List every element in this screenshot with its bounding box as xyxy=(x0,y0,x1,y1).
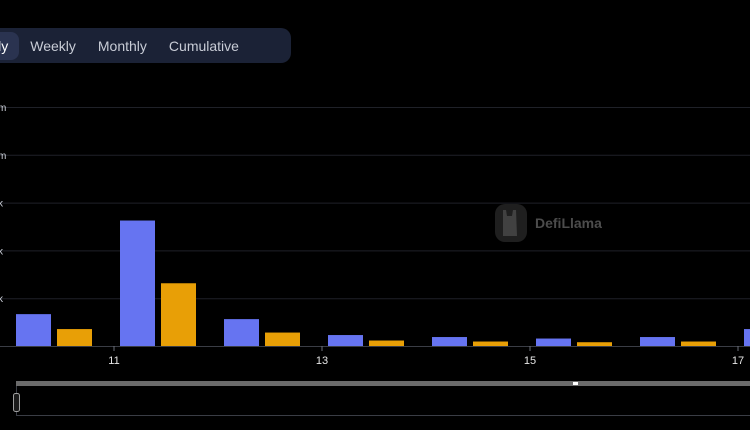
y-tick-label: k xyxy=(0,294,4,305)
watermark-text: DefiLlama xyxy=(535,215,602,231)
bar-series-1[interactable] xyxy=(224,319,259,346)
bar-series-1[interactable] xyxy=(432,337,467,346)
x-tick-label: 17 xyxy=(732,355,744,367)
bar-series-2[interactable] xyxy=(681,341,716,346)
grid-lines xyxy=(0,107,750,300)
slider-left-handle[interactable] xyxy=(13,393,20,412)
bar-series-2[interactable] xyxy=(369,340,404,346)
bar-series-1[interactable] xyxy=(120,220,155,346)
slider-track xyxy=(16,383,750,416)
slider-grip-icon[interactable] xyxy=(573,382,578,385)
bar-series-2[interactable] xyxy=(161,283,196,346)
llama-icon xyxy=(503,210,517,236)
x-axis-ticks: 11 13 15 17 xyxy=(108,346,744,367)
tab-weekly[interactable]: Weekly xyxy=(30,37,76,54)
x-tick-label: 11 xyxy=(108,355,119,367)
bars xyxy=(16,220,750,346)
bar-series-2[interactable] xyxy=(473,341,508,346)
y-tick-label: k xyxy=(0,199,4,210)
bar-series-2[interactable] xyxy=(57,329,92,346)
y-tick-label: m xyxy=(0,103,6,114)
y-tick-label: m xyxy=(0,151,6,162)
tab-monthly[interactable]: Monthly xyxy=(97,37,147,54)
bar-series-1[interactable] xyxy=(744,329,750,346)
bar-series-2[interactable] xyxy=(577,342,612,346)
bar-series-1[interactable] xyxy=(536,338,571,346)
x-tick-label: 15 xyxy=(524,355,536,367)
slider-bar[interactable] xyxy=(16,381,750,386)
tab-daily[interactable]: ily xyxy=(0,31,20,60)
bar-series-2[interactable] xyxy=(265,332,300,346)
bar-series-1[interactable] xyxy=(328,335,363,346)
zoom-slider[interactable] xyxy=(13,381,750,416)
y-axis-ticks: m m k k k xyxy=(0,103,6,305)
tab-cumulative[interactable]: Cumulative xyxy=(168,37,239,54)
bar-series-1[interactable] xyxy=(640,337,675,346)
bar-series-1[interactable] xyxy=(16,314,51,346)
watermark: DefiLlama xyxy=(495,204,602,242)
x-tick-label: 13 xyxy=(316,355,328,367)
chart-period-tabs: ily Weekly Monthly Cumulative xyxy=(0,28,291,63)
y-tick-label: k xyxy=(0,246,4,257)
